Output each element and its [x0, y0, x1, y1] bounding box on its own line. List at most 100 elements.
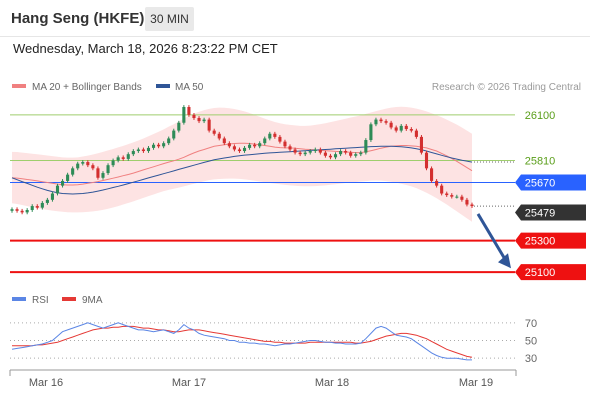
legend-rsi-label: RSI	[32, 295, 49, 306]
level-label-25670: 25670	[525, 177, 556, 189]
candle-body	[344, 151, 348, 153]
level-label-25479: 25479	[525, 208, 556, 220]
candle-body	[182, 107, 186, 123]
candle-body	[25, 210, 29, 213]
candle-body	[440, 185, 444, 194]
candle-body	[20, 210, 24, 213]
candle-body	[430, 168, 434, 181]
candle-body	[15, 209, 19, 211]
candle-body	[278, 136, 282, 142]
candle-body	[374, 119, 378, 125]
rsi-tick-50: 50	[525, 336, 537, 348]
candle-body	[263, 138, 267, 144]
candle-body	[141, 149, 145, 152]
candle-body	[212, 130, 216, 134]
candle-body	[349, 152, 353, 156]
candle-body	[227, 143, 231, 147]
candle-body	[60, 180, 65, 186]
level-tag-25670	[515, 174, 586, 191]
level-label-25300: 25300	[525, 236, 556, 248]
candle-body	[237, 149, 242, 152]
level-tag-25100	[515, 264, 586, 281]
x-tick-mar-18: Mar 18	[315, 377, 349, 389]
candle-body	[91, 165, 95, 169]
candle-body	[207, 119, 211, 131]
legend-ma20-label: MA 20 + Bollinger Bands	[32, 82, 142, 93]
candle-body	[197, 118, 201, 122]
chart-header: Hang Seng (HKFE) 30 MIN	[0, 0, 590, 37]
candle-body	[313, 149, 317, 152]
candle-body	[126, 154, 130, 159]
candle-body	[384, 121, 388, 123]
candle-body	[258, 143, 262, 147]
forecast-arrow-shaft	[476, 213, 507, 260]
candle-body	[242, 147, 247, 152]
candle-body	[470, 204, 474, 207]
candle-body	[71, 168, 75, 175]
rsi-tick-30: 30	[525, 353, 537, 365]
x-tick-mar-16: Mar 16	[29, 377, 63, 389]
candle-body	[339, 151, 343, 155]
candle-body	[318, 149, 322, 153]
level-label-25810: 25810	[525, 155, 556, 167]
candle-body	[162, 143, 166, 147]
chart-credit: Research © 2026 Trading Central	[432, 82, 581, 93]
candle-body	[35, 206, 39, 208]
candle-body	[379, 119, 383, 122]
candle-body	[151, 144, 156, 148]
candle-body	[359, 152, 363, 155]
legend-ma50-label: MA 50	[175, 82, 204, 93]
candle-body	[202, 119, 206, 122]
candle-body	[232, 146, 236, 150]
candle-body	[116, 157, 120, 161]
candle-body	[273, 133, 277, 137]
level-label-26100: 26100	[525, 110, 556, 122]
candle-body	[389, 122, 393, 128]
candle-body	[111, 160, 115, 166]
candle-body	[50, 193, 54, 200]
candle-body	[187, 107, 191, 115]
forecast-arrow-head	[498, 253, 511, 269]
ma50-line	[11, 145, 473, 195]
candle-body	[394, 127, 398, 131]
candle-body	[55, 185, 60, 194]
legend-ma20-swatch	[12, 84, 26, 88]
timeframe-badge[interactable]: 30 MIN	[145, 7, 194, 31]
candle-body	[404, 125, 408, 130]
candle-body	[369, 124, 373, 141]
candle-body	[424, 152, 429, 169]
candle-body	[435, 180, 439, 186]
candle-body	[106, 165, 110, 174]
rsi-line	[11, 322, 472, 361]
candle-body	[96, 168, 100, 178]
legend-rsi-ma-swatch	[62, 297, 76, 301]
candle-body	[465, 199, 469, 205]
rsi-tick-70: 70	[525, 318, 537, 330]
candle-body	[445, 193, 449, 196]
candle-body	[177, 122, 181, 131]
legend-rsi-ma-label: 9MA	[82, 295, 103, 306]
candle-body	[298, 152, 302, 155]
candle-body	[364, 140, 368, 153]
candle-body	[76, 163, 80, 169]
candle-body	[217, 133, 221, 139]
candle-body	[308, 151, 312, 153]
candle-body	[288, 146, 292, 150]
candle-body	[460, 196, 464, 200]
candle-body	[30, 206, 34, 211]
candle-body	[10, 209, 14, 211]
candle-body	[86, 162, 90, 166]
candle-body	[268, 133, 272, 139]
legend-rsi-swatch	[12, 297, 26, 301]
candle-body	[131, 151, 135, 155]
candle-body	[136, 149, 140, 152]
candle-body	[354, 154, 358, 156]
candle-body	[81, 162, 85, 164]
candle-body	[419, 136, 424, 153]
candle-body	[303, 152, 307, 155]
x-tick-mar-17: Mar 17	[172, 377, 206, 389]
candle-body	[222, 138, 226, 144]
candle-body	[414, 130, 418, 137]
candle-body	[328, 155, 333, 158]
